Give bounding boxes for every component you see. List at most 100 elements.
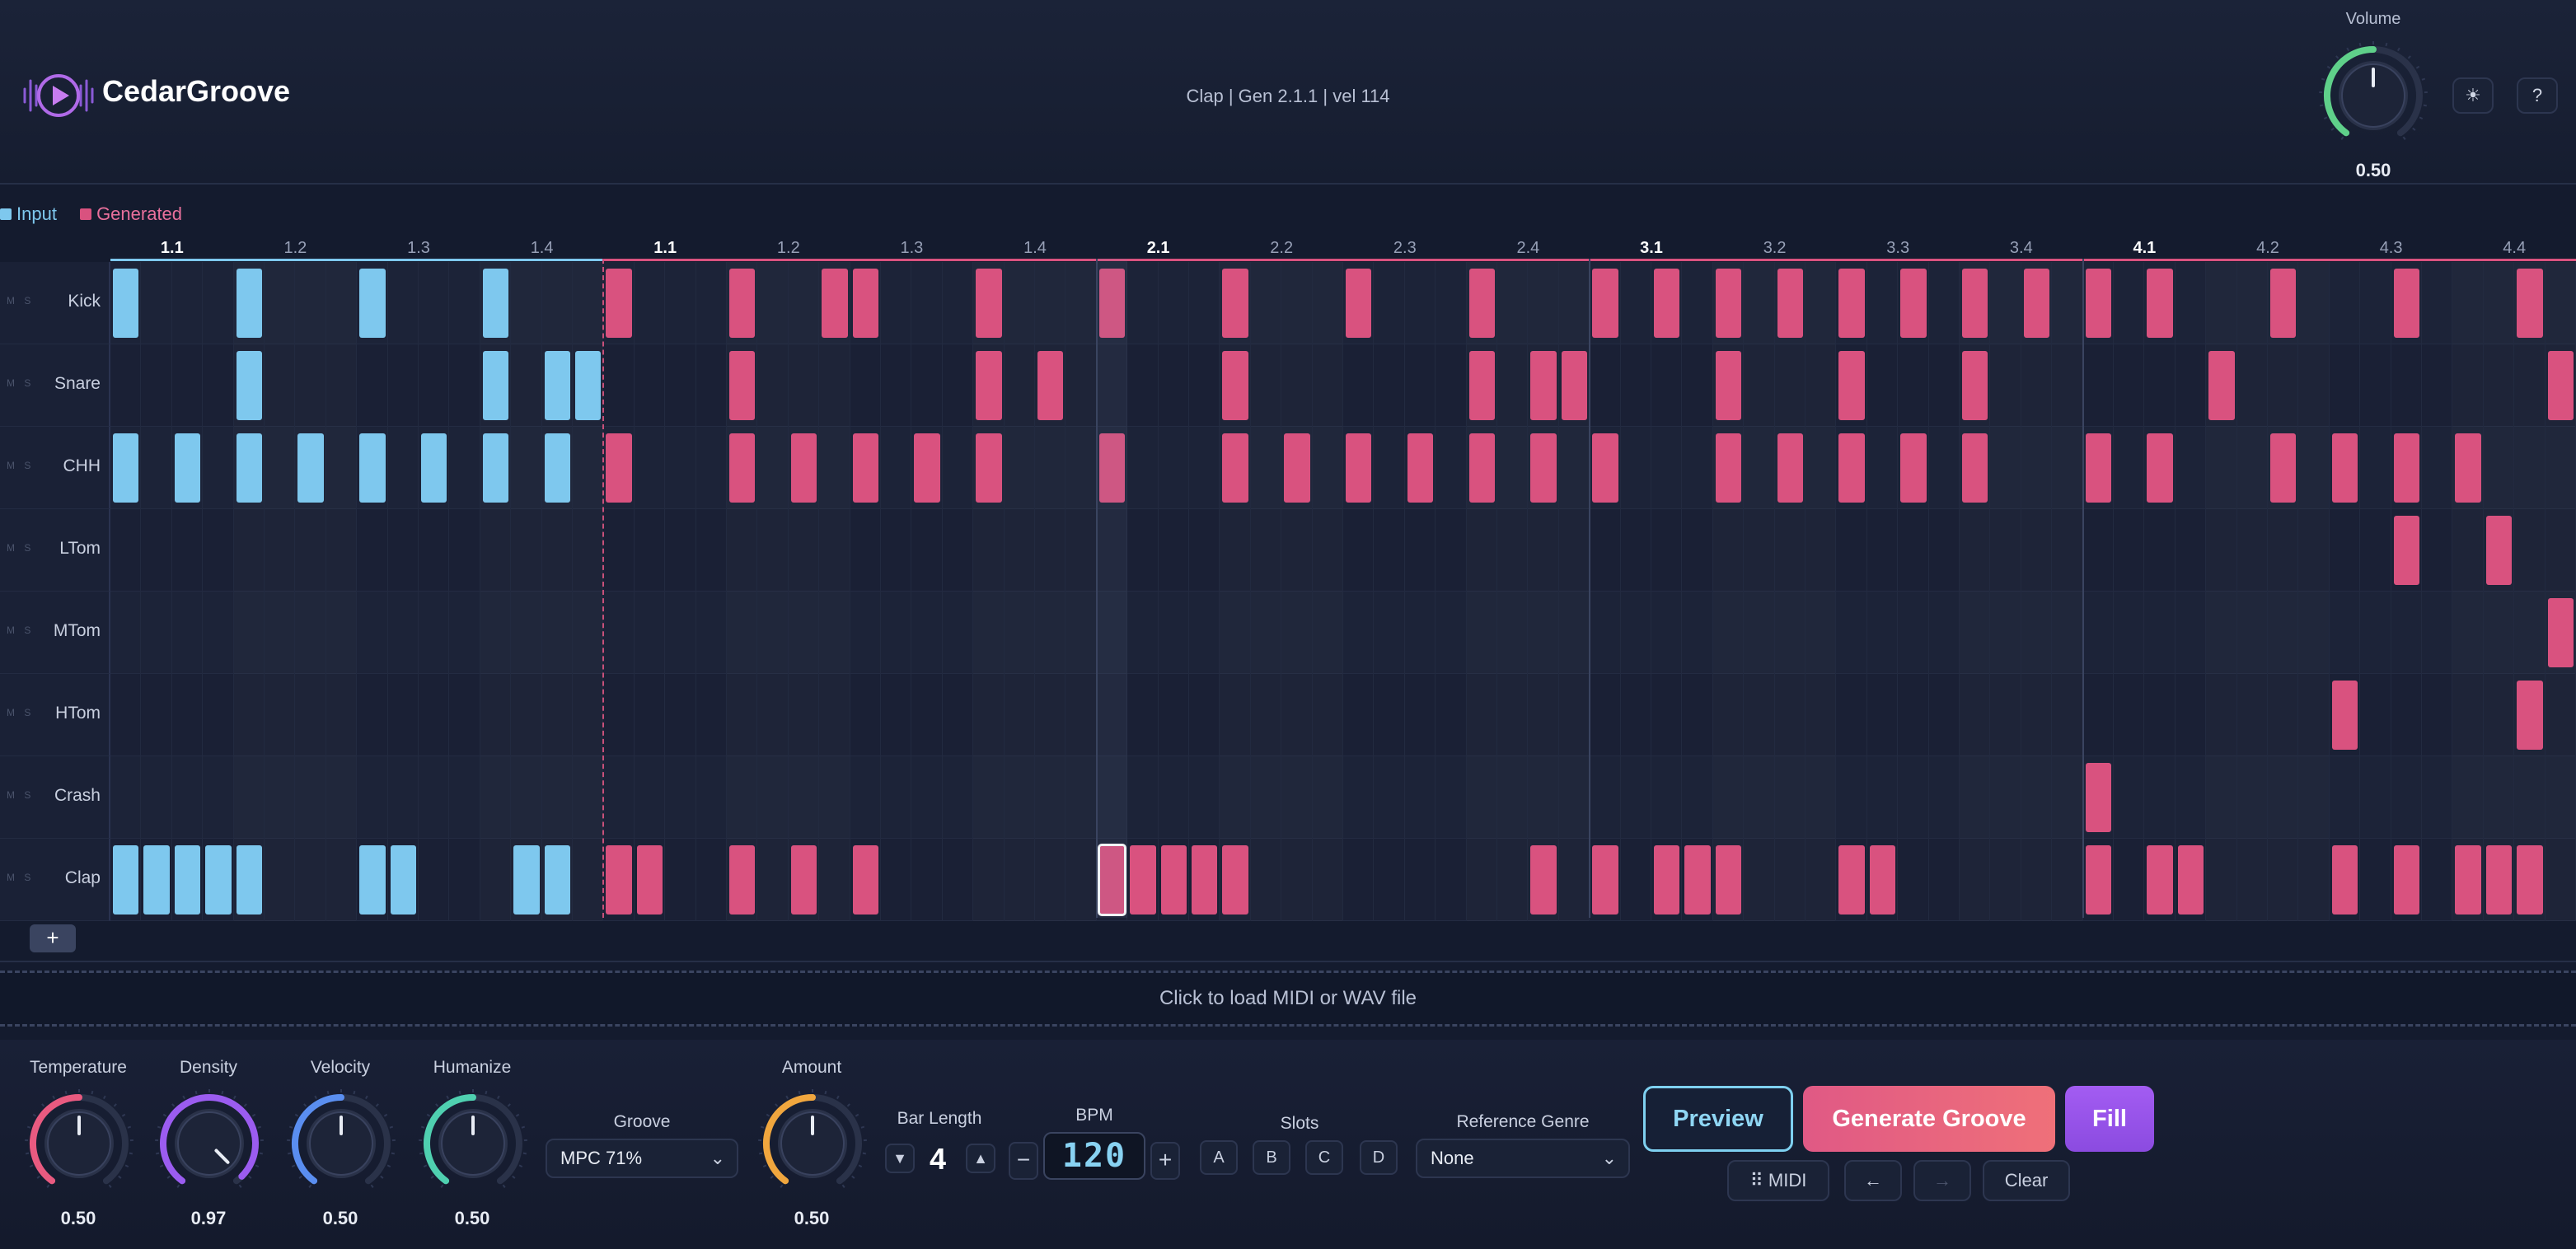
step-cell[interactable]: [511, 262, 542, 344]
mute-solo-toggles[interactable]: M S: [7, 377, 35, 389]
step-cell[interactable]: [727, 756, 758, 839]
step-cell[interactable]: [1281, 592, 1313, 674]
generated-note[interactable]: [1222, 845, 1248, 915]
step-cell[interactable]: [1405, 262, 1436, 344]
step-cell[interactable]: [388, 756, 419, 839]
step-cell[interactable]: [1159, 427, 1189, 509]
step-cell[interactable]: [603, 839, 635, 921]
generated-note[interactable]: [1838, 351, 1865, 420]
step-cell[interactable]: [295, 344, 326, 427]
generated-note[interactable]: [2147, 269, 2173, 338]
step-cell[interactable]: [1867, 427, 1899, 509]
step-cell[interactable]: [2052, 509, 2083, 592]
step-cell[interactable]: [1159, 674, 1189, 756]
step-cell[interactable]: [2083, 756, 2114, 839]
input-note[interactable]: [482, 269, 509, 338]
step-cell[interactable]: [1005, 756, 1035, 839]
step-cell[interactable]: [388, 427, 419, 509]
step-cell[interactable]: [2206, 509, 2237, 592]
step-cell[interactable]: [1990, 427, 2021, 509]
step-cell[interactable]: [480, 509, 512, 592]
step-cell[interactable]: [1281, 262, 1313, 344]
track-label-htom[interactable]: M S HTom: [0, 674, 110, 756]
generate-groove-button[interactable]: Generate Groove: [1803, 1086, 2055, 1152]
step-cell[interactable]: [419, 427, 450, 509]
step-cell[interactable]: [2452, 509, 2484, 592]
step-cell[interactable]: [110, 509, 142, 592]
step-cell[interactable]: [819, 592, 850, 674]
step-cell[interactable]: [234, 839, 265, 921]
step-cell[interactable]: [2391, 674, 2422, 756]
generated-note[interactable]: [2023, 269, 2050, 338]
step-cell[interactable]: [2237, 509, 2268, 592]
step-cell[interactable]: [1189, 262, 1220, 344]
generated-note[interactable]: [1715, 351, 1742, 420]
reference-genre-select[interactable]: None ⌄: [1416, 1139, 1630, 1178]
step-cell[interactable]: [1990, 839, 2021, 921]
step-cell[interactable]: [1251, 592, 1282, 674]
step-cell[interactable]: [2114, 839, 2145, 921]
step-cell[interactable]: [2422, 839, 2453, 921]
input-note[interactable]: [113, 269, 139, 338]
step-cell[interactable]: [542, 839, 573, 921]
step-cell[interactable]: [1960, 344, 1991, 427]
step-cell[interactable]: [542, 344, 573, 427]
step-cell[interactable]: [1929, 344, 1960, 427]
generated-note[interactable]: [2547, 351, 2574, 420]
step-cell[interactable]: [1374, 509, 1405, 592]
step-cell[interactable]: [973, 344, 1005, 427]
step-cell[interactable]: [480, 674, 512, 756]
step-cell[interactable]: [110, 592, 142, 674]
step-cell[interactable]: [1528, 756, 1559, 839]
step-cell[interactable]: [635, 592, 666, 674]
step-cell[interactable]: [1559, 592, 1590, 674]
step-cell[interactable]: [1467, 262, 1497, 344]
step-cell[interactable]: [1189, 839, 1220, 921]
track-label-clap[interactable]: M S Clap: [0, 839, 110, 921]
generated-note[interactable]: [1962, 269, 1988, 338]
step-cell[interactable]: [2144, 756, 2176, 839]
density-knob[interactable]: [153, 1088, 265, 1200]
step-cell[interactable]: [1159, 262, 1189, 344]
step-cell[interactable]: [1066, 427, 1097, 509]
step-cell[interactable]: [573, 262, 604, 344]
generated-note[interactable]: [606, 845, 632, 915]
step-cell[interactable]: [1806, 756, 1837, 839]
step-cell[interactable]: [203, 344, 234, 427]
step-cell[interactable]: [265, 427, 296, 509]
step-cell[interactable]: [2330, 262, 2361, 344]
step-cell[interactable]: [2360, 427, 2391, 509]
step-cell[interactable]: [1713, 592, 1745, 674]
step-cell[interactable]: [665, 674, 696, 756]
step-cell[interactable]: [2452, 262, 2484, 344]
step-cell[interactable]: [1744, 592, 1775, 674]
step-cell[interactable]: [2484, 756, 2515, 839]
step-cell[interactable]: [603, 756, 635, 839]
generated-note[interactable]: [1592, 845, 1618, 915]
step-cell[interactable]: [234, 509, 265, 592]
bpm-increase-button[interactable]: +: [1150, 1142, 1180, 1180]
step-cell[interactable]: [573, 427, 604, 509]
step-cell[interactable]: [1251, 509, 1282, 592]
step-cell[interactable]: [234, 427, 265, 509]
step-cell[interactable]: [2114, 509, 2145, 592]
step-cell[interactable]: [2206, 674, 2237, 756]
step-cell[interactable]: [1990, 509, 2021, 592]
step-cell[interactable]: [696, 674, 727, 756]
step-cell[interactable]: [819, 509, 850, 592]
step-cell[interactable]: [727, 344, 758, 427]
step-cell[interactable]: [2298, 427, 2330, 509]
step-cell[interactable]: [850, 427, 881, 509]
step-cell[interactable]: [2114, 674, 2145, 756]
step-cell[interactable]: [2422, 592, 2453, 674]
step-cell[interactable]: [1097, 509, 1128, 592]
step-cell[interactable]: [1713, 756, 1745, 839]
step-cell[interactable]: [757, 592, 789, 674]
step-cell[interactable]: [727, 427, 758, 509]
step-cell[interactable]: [2391, 344, 2422, 427]
step-cell[interactable]: [2083, 839, 2114, 921]
step-cell[interactable]: [172, 262, 204, 344]
generated-note[interactable]: [2485, 516, 2513, 585]
input-note[interactable]: [174, 433, 201, 503]
step-cell[interactable]: [1590, 756, 1621, 839]
